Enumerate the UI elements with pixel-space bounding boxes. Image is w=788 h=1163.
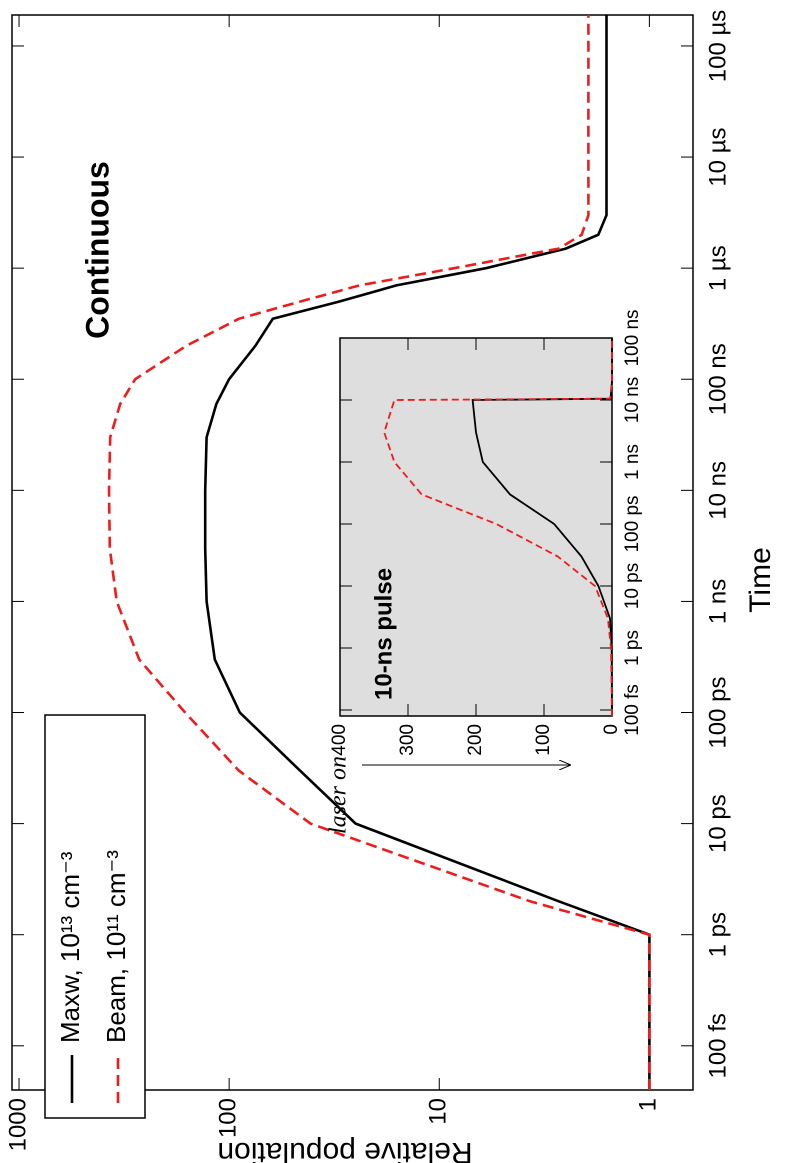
y-tick-label: 100: [533, 724, 554, 756]
x-tick-label: 100 ps: [705, 676, 732, 748]
annotation: Continuous: [79, 161, 115, 339]
y-tick-label: 100: [214, 1098, 241, 1138]
legend: [44, 714, 146, 1119]
x-tick-label: 10 µs: [705, 127, 732, 186]
series-line: [383, 338, 613, 717]
x-tick-label: 100 fs: [705, 1013, 732, 1078]
x-tick-label: 10 ps: [705, 794, 732, 853]
series-line: [107, 15, 651, 1090]
x-tick-label: 1 ps: [705, 912, 732, 957]
legend-label: Maxw, 10¹³ cm⁻³: [55, 851, 85, 1043]
x-tick-label: 1 µs: [705, 245, 732, 291]
series-line: [203, 15, 651, 1090]
y-tick-label: 1000: [4, 1098, 31, 1151]
x-tick-label: 10 ns: [705, 461, 732, 520]
y-tick-label: 1: [635, 1098, 662, 1111]
x-tick-label: 100 ps: [622, 495, 643, 552]
y-tick-label: 10: [425, 1098, 452, 1125]
y-tick-label: 300: [397, 724, 418, 756]
x-tick-label: 1 ns: [705, 579, 732, 624]
x-tick-label: 10 ns: [622, 377, 643, 423]
x-tick-label: 100 µs: [705, 10, 732, 83]
plot-area: [11, 14, 694, 1091]
y-tick-label: 400: [329, 724, 350, 756]
x-axis-label: Time: [744, 547, 777, 613]
x-tick-label: 10 ps: [622, 563, 643, 609]
x-tick-label: 1 ps: [622, 630, 643, 666]
y-axis-label: Relative population: [217, 1136, 472, 1163]
x-tick-label: 100 ns: [622, 309, 643, 366]
arrow-label: laser on: [326, 756, 352, 834]
x-tick-label: 1 ns: [622, 444, 643, 480]
x-tick-label: 100 fs: [622, 684, 643, 736]
y-tick-label: 0: [601, 724, 622, 735]
legend-label: Beam, 10¹¹ cm⁻³: [101, 850, 131, 1043]
y-tick-label: 200: [465, 724, 486, 756]
annotation: 10-ns pulse: [370, 568, 397, 700]
x-tick-label: 100 ns: [705, 343, 732, 415]
